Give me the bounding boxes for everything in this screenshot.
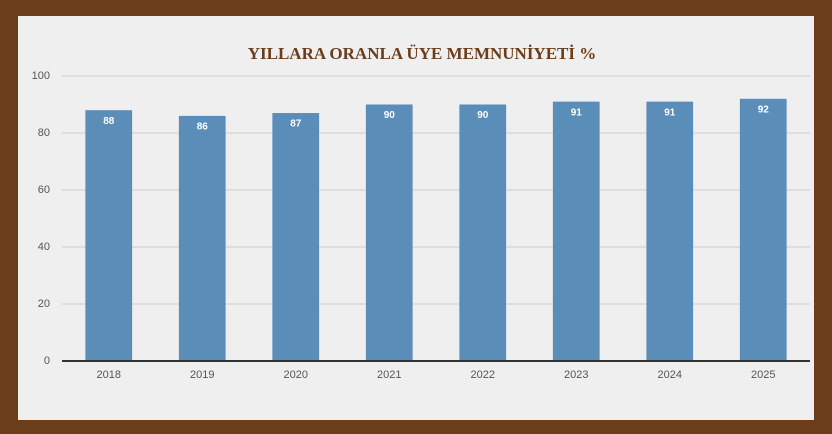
- y-tick-label: 20: [38, 298, 50, 310]
- bar: [459, 104, 507, 361]
- bar: [365, 104, 413, 361]
- bar: [646, 101, 694, 362]
- value-label: 92: [758, 104, 770, 115]
- bar: [178, 115, 226, 362]
- bar: [85, 110, 133, 361]
- x-tick-label: 2025: [751, 369, 775, 381]
- value-label: 91: [571, 107, 583, 118]
- value-label: 86: [197, 122, 209, 133]
- value-label: 87: [290, 119, 302, 130]
- x-tick-label: 2021: [377, 369, 401, 381]
- x-tick-label: 2018: [97, 369, 121, 381]
- y-tick-label: 0: [44, 355, 50, 367]
- value-label: 90: [384, 110, 396, 121]
- x-tick-label: 2024: [658, 369, 682, 381]
- x-tick-label: 2022: [471, 369, 495, 381]
- y-tick-label: 60: [38, 184, 50, 196]
- x-tick-label: 2019: [190, 369, 214, 381]
- bar: [552, 101, 600, 362]
- bar: [739, 98, 787, 362]
- value-label: 88: [103, 116, 115, 127]
- y-tick-label: 40: [38, 241, 50, 253]
- value-label: 90: [477, 110, 489, 121]
- y-tick-label: 100: [32, 70, 50, 82]
- x-tick-label: 2023: [564, 369, 588, 381]
- bar: [272, 113, 320, 361]
- x-tick-label: 2020: [284, 369, 308, 381]
- y-tick-label: 80: [38, 127, 50, 139]
- value-label: 91: [664, 107, 676, 118]
- chart-title: YILLARA ORANLA ÜYE MEMNUNİYETİ %: [248, 44, 597, 63]
